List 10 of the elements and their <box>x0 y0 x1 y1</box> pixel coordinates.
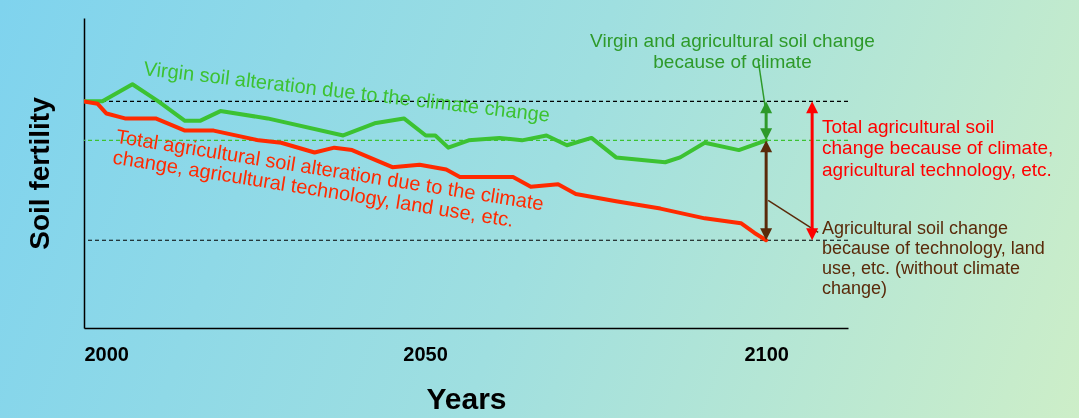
annotation: Total agricultural soil change because of climate, agricultural technology, etc. <box>822 116 1055 180</box>
x-tick-label: 2100 <box>744 342 789 365</box>
text: Total agricultural soil alteration due to the climate change, agricultural technology, land use, etc. <box>111 125 547 233</box>
annotation: Agricultural soil change because of technology, land use, etc. (without climate change) <box>822 218 1046 299</box>
text: Virgin soil alteration due to the climate change <box>142 57 552 126</box>
x-tick-label: 2000 <box>84 342 129 365</box>
y-axis-title: Soil fertility <box>23 96 55 250</box>
text: Virgin and agricultural soil change because of climate <box>589 30 876 73</box>
x-axis-title: Years <box>426 381 507 415</box>
x-tick-label: 2050 <box>403 342 448 365</box>
